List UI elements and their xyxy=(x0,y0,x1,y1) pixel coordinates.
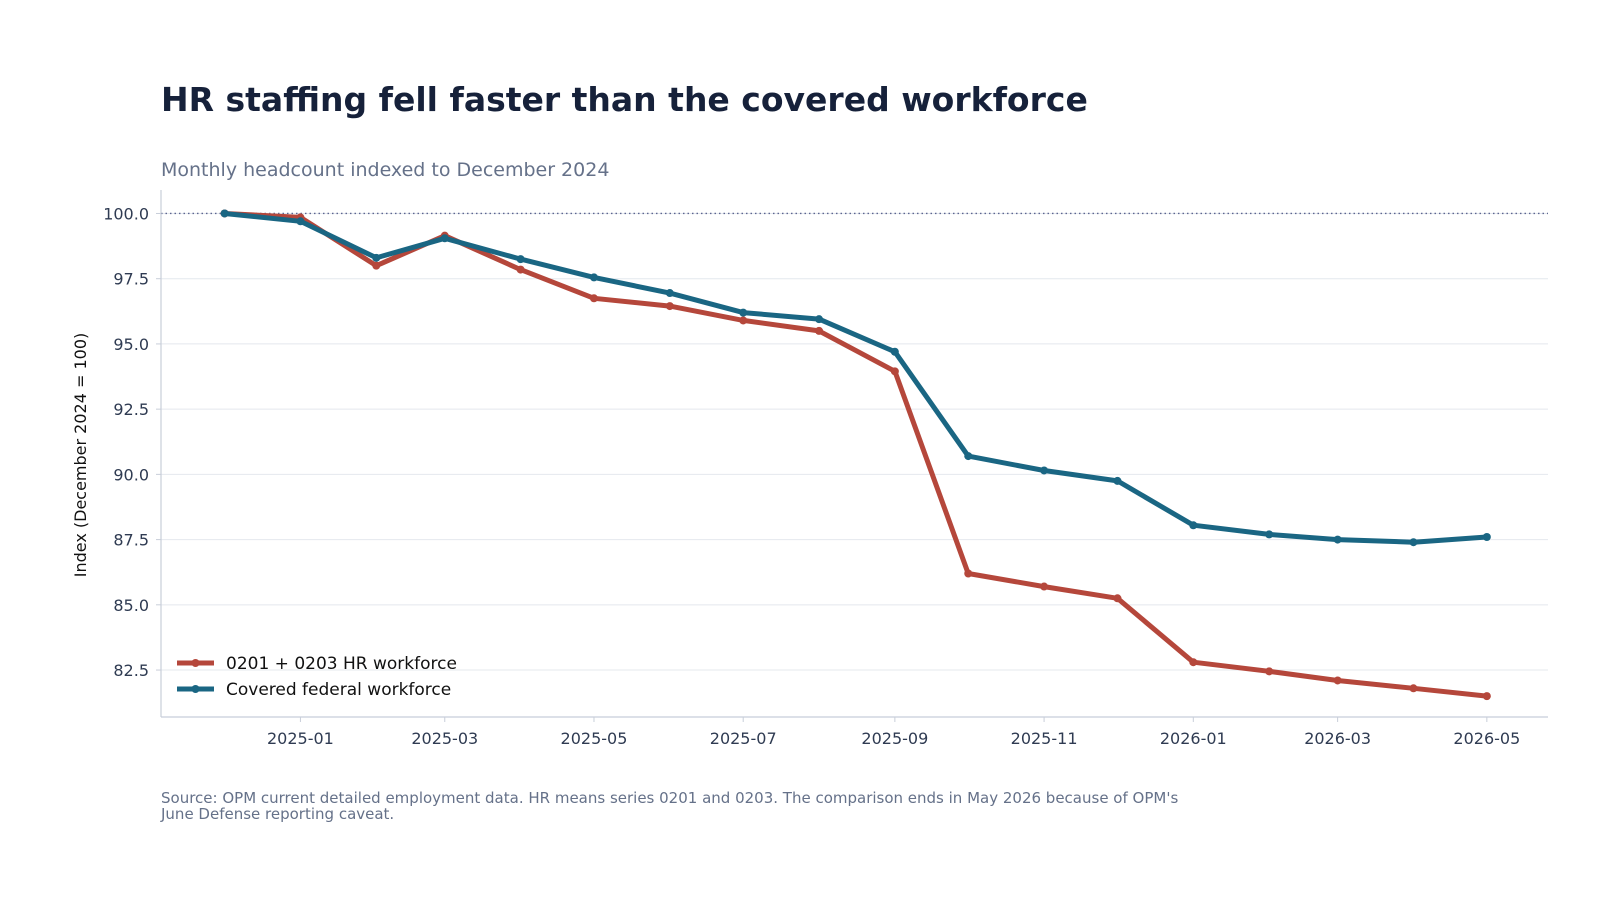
data-point xyxy=(890,367,899,376)
data-point xyxy=(516,265,525,274)
data-point xyxy=(665,302,674,311)
data-point xyxy=(1409,684,1418,693)
data-point xyxy=(739,308,748,317)
data-point xyxy=(1482,692,1491,701)
x-tick-label: 2025-07 xyxy=(710,729,777,748)
legend-label: Covered federal workforce xyxy=(226,680,451,700)
gridlines xyxy=(161,212,1548,671)
legend-marker xyxy=(191,685,200,693)
series-lines xyxy=(220,209,1491,701)
y-tick-label: 100.0 xyxy=(103,204,149,223)
data-point xyxy=(296,217,305,226)
legend-marker xyxy=(191,659,200,667)
data-point xyxy=(372,261,381,270)
data-point xyxy=(589,294,598,303)
data-point xyxy=(739,316,748,325)
data-point xyxy=(1189,658,1198,667)
data-point xyxy=(890,347,899,356)
x-tick-label: 2025-01 xyxy=(267,729,334,748)
y-tick-label: 95.0 xyxy=(113,335,149,354)
x-tick-label: 2025-11 xyxy=(1011,729,1078,748)
data-point xyxy=(1265,530,1274,539)
data-point xyxy=(815,326,824,335)
data-point xyxy=(815,315,824,324)
axes xyxy=(156,190,1548,722)
series-line-1 xyxy=(222,211,1490,699)
y-tick-label: 87.5 xyxy=(113,531,149,550)
y-tick-label: 90.0 xyxy=(113,465,149,484)
data-point xyxy=(964,452,973,461)
data-point xyxy=(220,209,229,218)
data-point xyxy=(440,234,449,243)
data-point xyxy=(372,253,381,262)
data-point xyxy=(1265,667,1274,676)
data-point xyxy=(1189,521,1198,530)
x-tick-label: 2026-01 xyxy=(1160,729,1227,748)
x-tick-labels: 2025-01 2025-03 2025-05 2025-07 2025-09 2025-… xyxy=(267,729,1520,748)
legend-label: 0201 + 0203 HR workforce xyxy=(226,654,457,674)
data-point xyxy=(665,289,674,298)
data-point xyxy=(1333,535,1342,544)
legend: 0201 + 0203 HR workforce Covered federal … xyxy=(177,654,457,700)
y-tick-label: 82.5 xyxy=(113,661,149,680)
data-point xyxy=(1040,582,1049,591)
y-tick-label: 97.5 xyxy=(113,270,149,289)
x-tick-label: 2025-09 xyxy=(861,729,928,748)
y-tick-label: 92.5 xyxy=(113,400,149,419)
x-tick-label: 2026-03 xyxy=(1304,729,1371,748)
y-axis-label: Index (December 2024 = 100) xyxy=(71,333,90,578)
data-point xyxy=(964,569,973,578)
x-tick-label: 2025-05 xyxy=(561,729,628,748)
data-point xyxy=(1040,466,1049,475)
data-point xyxy=(1482,532,1491,541)
y-tick-label: 85.0 xyxy=(113,596,149,615)
data-point xyxy=(1113,476,1122,485)
chart-title: HR staffing fell faster than the covered… xyxy=(161,80,1088,119)
data-point xyxy=(516,255,525,264)
data-point xyxy=(589,273,598,282)
data-point xyxy=(1113,594,1122,603)
x-tick-label: 2025-03 xyxy=(411,729,478,748)
x-tick-label: 2026-05 xyxy=(1453,729,1520,748)
series-line-2 xyxy=(222,211,1490,545)
data-point xyxy=(1409,538,1418,547)
y-tick-labels: 100.0 97.5 95.0 92.5 90.0 87.5 85.0 82.5 xyxy=(103,204,149,680)
chart-subtitle: Monthly headcount indexed to December 20… xyxy=(161,159,610,181)
source-note: Source: OPM current detailed employment … xyxy=(161,789,1179,823)
data-point xyxy=(1333,676,1342,685)
